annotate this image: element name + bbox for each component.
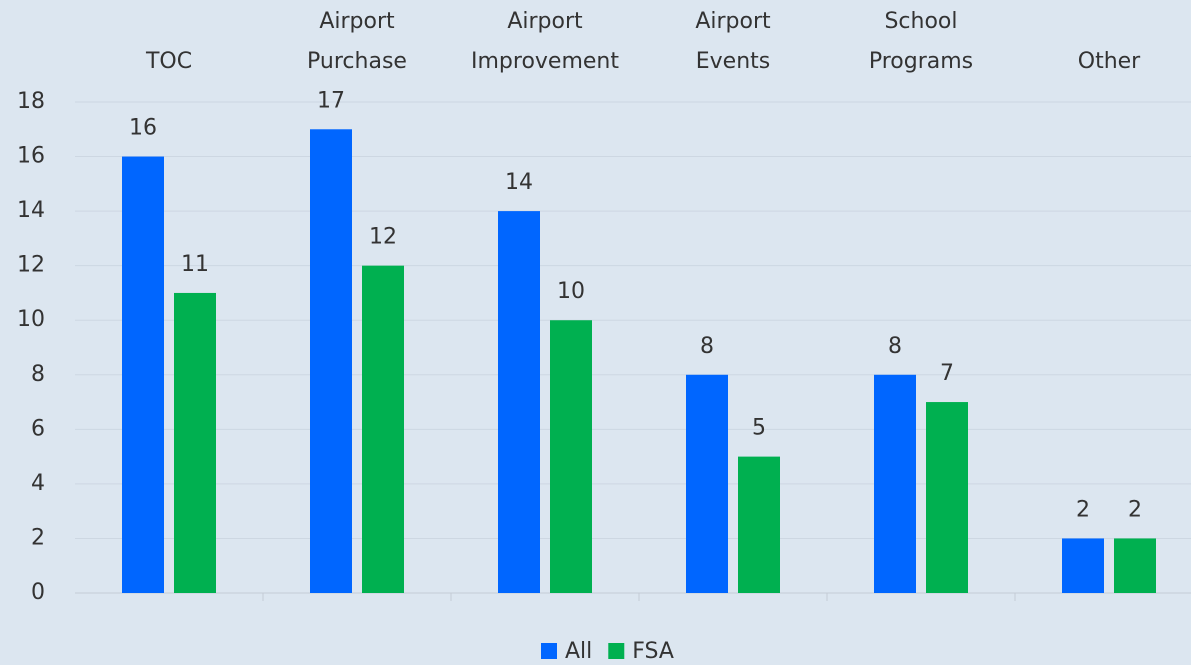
y-tick-label: 8 [31, 362, 45, 387]
y-tick-label: 0 [31, 580, 45, 605]
bar [1114, 538, 1156, 593]
bar [1062, 538, 1104, 593]
x-tick-label: Airport Purchase [307, 9, 407, 74]
value-label: 8 [888, 334, 902, 359]
bar [310, 129, 352, 593]
y-tick-label: 2 [31, 525, 45, 550]
y-tick-label: 6 [31, 416, 45, 441]
x-tick-label: Airport Events [695, 9, 771, 74]
bar [362, 265, 404, 593]
bar [874, 374, 916, 593]
x-tick-label: School Programs [869, 9, 973, 74]
value-label: 14 [505, 170, 533, 195]
value-label: 11 [181, 252, 209, 277]
value-label: 8 [700, 334, 714, 359]
value-label: 16 [129, 116, 157, 141]
value-label: 5 [752, 416, 766, 441]
y-tick-label: 4 [31, 471, 45, 496]
legend-label: FSA [632, 639, 674, 664]
y-tick-label: 12 [17, 253, 45, 278]
y-tick-label: 18 [17, 89, 45, 114]
y-tick-label: 14 [17, 198, 45, 223]
legend-label: All [565, 639, 592, 664]
value-label: 2 [1128, 497, 1142, 522]
bar [926, 402, 968, 593]
x-tick-label: TOC [145, 49, 192, 74]
bar [738, 456, 780, 593]
bar [550, 320, 592, 593]
value-label: 2 [1076, 497, 1090, 522]
legend-swatch [541, 643, 557, 659]
y-tick-label: 10 [17, 307, 45, 332]
x-tick-label: Airport Improvement [471, 9, 619, 74]
value-label: 10 [557, 279, 585, 304]
x-tick-label: Other [1078, 49, 1141, 74]
bar [122, 156, 164, 594]
value-label: 12 [369, 225, 397, 250]
bar [686, 374, 728, 593]
legend-swatch [608, 643, 625, 659]
bar [174, 292, 216, 593]
value-label: 7 [940, 361, 954, 386]
bar [498, 211, 540, 593]
value-label: 17 [317, 88, 345, 113]
y-tick-label: 16 [17, 144, 45, 169]
